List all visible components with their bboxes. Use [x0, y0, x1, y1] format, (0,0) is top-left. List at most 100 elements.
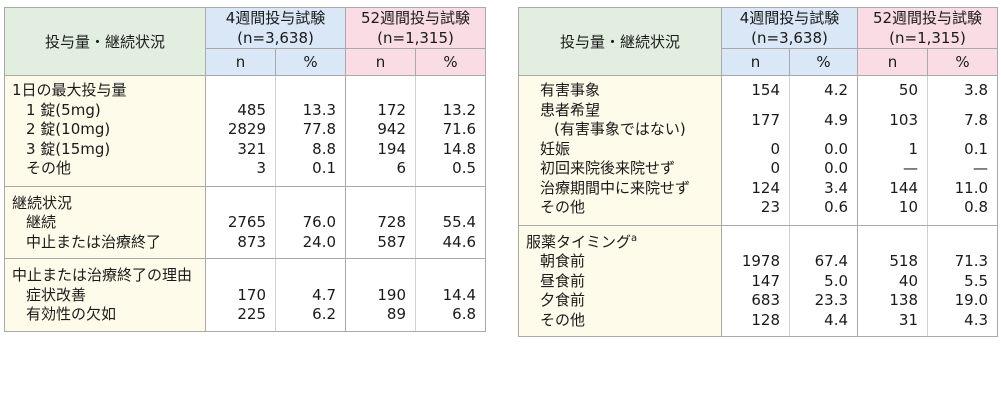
cell-n52: 50: [898, 81, 919, 99]
cell-n4: 128: [751, 310, 780, 329]
cell-n4: 485: [237, 100, 266, 119]
cell-p4: 0.6: [824, 198, 849, 216]
cell-n4: 3: [256, 159, 266, 177]
cell-n52: —: [903, 159, 919, 177]
section-title: 継続状況: [12, 193, 73, 212]
cell-n4: 154: [751, 81, 780, 99]
group-4week-header: 4週間投与試験 (n=3,638): [720, 7, 859, 49]
cell-n52: 194: [377, 139, 407, 158]
row-label: その他: [540, 310, 586, 329]
cell-p52: 11.0: [954, 178, 989, 197]
cell-p4: 67.4: [814, 252, 849, 270]
cell-p4: 4.2: [824, 81, 849, 99]
row-label: 治療期間中に来院せず: [540, 178, 691, 197]
col-n-4week: n: [205, 48, 276, 76]
row-label: 中止または治療終了: [26, 232, 162, 251]
cell-p52: 6.8: [452, 305, 477, 323]
cell-n4: 321: [237, 139, 266, 158]
cell-p4: 6.2: [312, 305, 337, 323]
cell-p4: 4.4: [824, 310, 849, 329]
cell-n4: 23: [760, 198, 780, 216]
cell-p4: 0.0: [824, 139, 849, 158]
cell-p4: 3.4: [824, 178, 849, 197]
cell-p52: 3.8: [964, 81, 989, 99]
cell-n4: 225: [237, 305, 266, 323]
row-label: その他: [540, 198, 586, 216]
col-n-52week: n: [345, 48, 417, 76]
cell-p4: 13.3: [302, 100, 337, 119]
cell-n4: 147: [751, 271, 780, 290]
cell-p4: 0.1: [312, 159, 337, 177]
row-label: 継続: [26, 213, 57, 231]
row-label: 夕食前: [540, 291, 586, 309]
row-label: 朝食前: [540, 252, 586, 270]
cell-p52: 0.8: [964, 198, 989, 216]
row-label: その他: [26, 159, 72, 177]
cell-p52: 7.8: [964, 110, 989, 129]
cell-n4: 2765: [227, 213, 266, 231]
cell-p4: 4.9: [824, 110, 849, 129]
cell-p4: 4.7: [312, 285, 337, 304]
cell-n4: 170: [237, 285, 266, 304]
cell-p52: 71.6: [442, 120, 477, 138]
col-pct-4week: %: [788, 48, 859, 76]
cell-p52: 71.3: [954, 252, 989, 270]
cell-p4: 77.8: [302, 120, 337, 138]
section-title: 中止または治療終了の理由: [12, 266, 193, 284]
cell-p4: 0.0: [824, 159, 849, 177]
row-label: 妊娠: [540, 139, 571, 158]
cell-n4: 2829: [227, 120, 266, 138]
col-n-52week: n: [857, 48, 929, 76]
row-label: 患者希望: [540, 100, 601, 119]
cell-p52: —: [973, 159, 989, 177]
header-label: 投与量・継続状況: [4, 7, 206, 76]
cell-n4: 177: [751, 110, 780, 129]
footnote-marker: a: [631, 232, 638, 244]
section-dosing-timing: 服薬タイミングa 朝食前 昼食前 夕食前 その他 1978 147 683 12…: [518, 225, 999, 337]
cell-p4: 8.8: [312, 139, 337, 158]
cell-p52: 5.5: [964, 271, 989, 290]
col-pct-4week: %: [274, 48, 347, 76]
cell-p4: 5.0: [824, 271, 849, 290]
cell-n52: 40: [898, 271, 919, 290]
row-label: 2 錠(10mg): [26, 120, 111, 138]
cell-n52: 728: [377, 213, 407, 231]
cell-n52: 138: [889, 291, 919, 309]
row-label-cont: (有害事象ではない): [554, 120, 686, 138]
section-continuation: 継続状況 継続 中止または治療終了 2765 873 76.0 24.0 728…: [4, 186, 487, 259]
col-pct-52week: %: [415, 48, 487, 76]
col-pct-52week: %: [927, 48, 999, 76]
cell-n52: 172: [377, 100, 407, 119]
cell-p52: 19.0: [954, 291, 989, 309]
group-52week-header: 52週間投与試験 (n=1,315): [857, 7, 999, 49]
row-label: 初回来院後来院せず: [540, 159, 676, 177]
row-label: 3 錠(15mg): [26, 139, 111, 158]
cell-p4: 23.3: [814, 291, 849, 309]
cell-n4: 124: [751, 178, 780, 197]
section-discontinuation-reasons: 中止または治療終了の理由 症状改善 有効性の欠如 170 225 4.7 6.2…: [4, 258, 487, 332]
section-title: 1日の最大投与量: [12, 81, 127, 99]
cell-p52: 0.5: [452, 159, 477, 177]
cell-p52: 14.4: [442, 285, 477, 304]
cell-p52: 44.6: [442, 232, 477, 251]
row-label: 有効性の欠如: [26, 305, 117, 323]
cell-p52: 55.4: [442, 213, 477, 231]
section-title: 服薬タイミングa: [526, 232, 638, 251]
cell-n52: 103: [889, 110, 919, 129]
row-label: 1 錠(5mg): [26, 100, 101, 119]
section-max-dose: 1日の最大投与量 1 錠(5mg) 2 錠(10mg) 3 錠(15mg) その…: [4, 75, 487, 187]
row-label: 有害事象: [540, 81, 601, 99]
cell-n52: 89: [386, 305, 407, 323]
cell-n52: 144: [889, 178, 919, 197]
cell-n52: 518: [889, 252, 919, 270]
row-label: 昼食前: [540, 271, 586, 290]
cell-n4: 0: [770, 159, 780, 177]
header-label: 投与量・継続状況: [518, 7, 722, 76]
cell-p52: 0.1: [964, 139, 989, 158]
cell-n52: 942: [377, 120, 407, 138]
left-table: 投与量・継続状況 4週間投与試験 (n=3,638) 52週間投与試験 (n=1,3…: [4, 7, 487, 332]
group-52week-header: 52週間投与試験 (n=1,315): [345, 7, 487, 49]
cell-p52: 13.2: [442, 100, 477, 119]
cell-p4: 24.0: [302, 232, 337, 251]
